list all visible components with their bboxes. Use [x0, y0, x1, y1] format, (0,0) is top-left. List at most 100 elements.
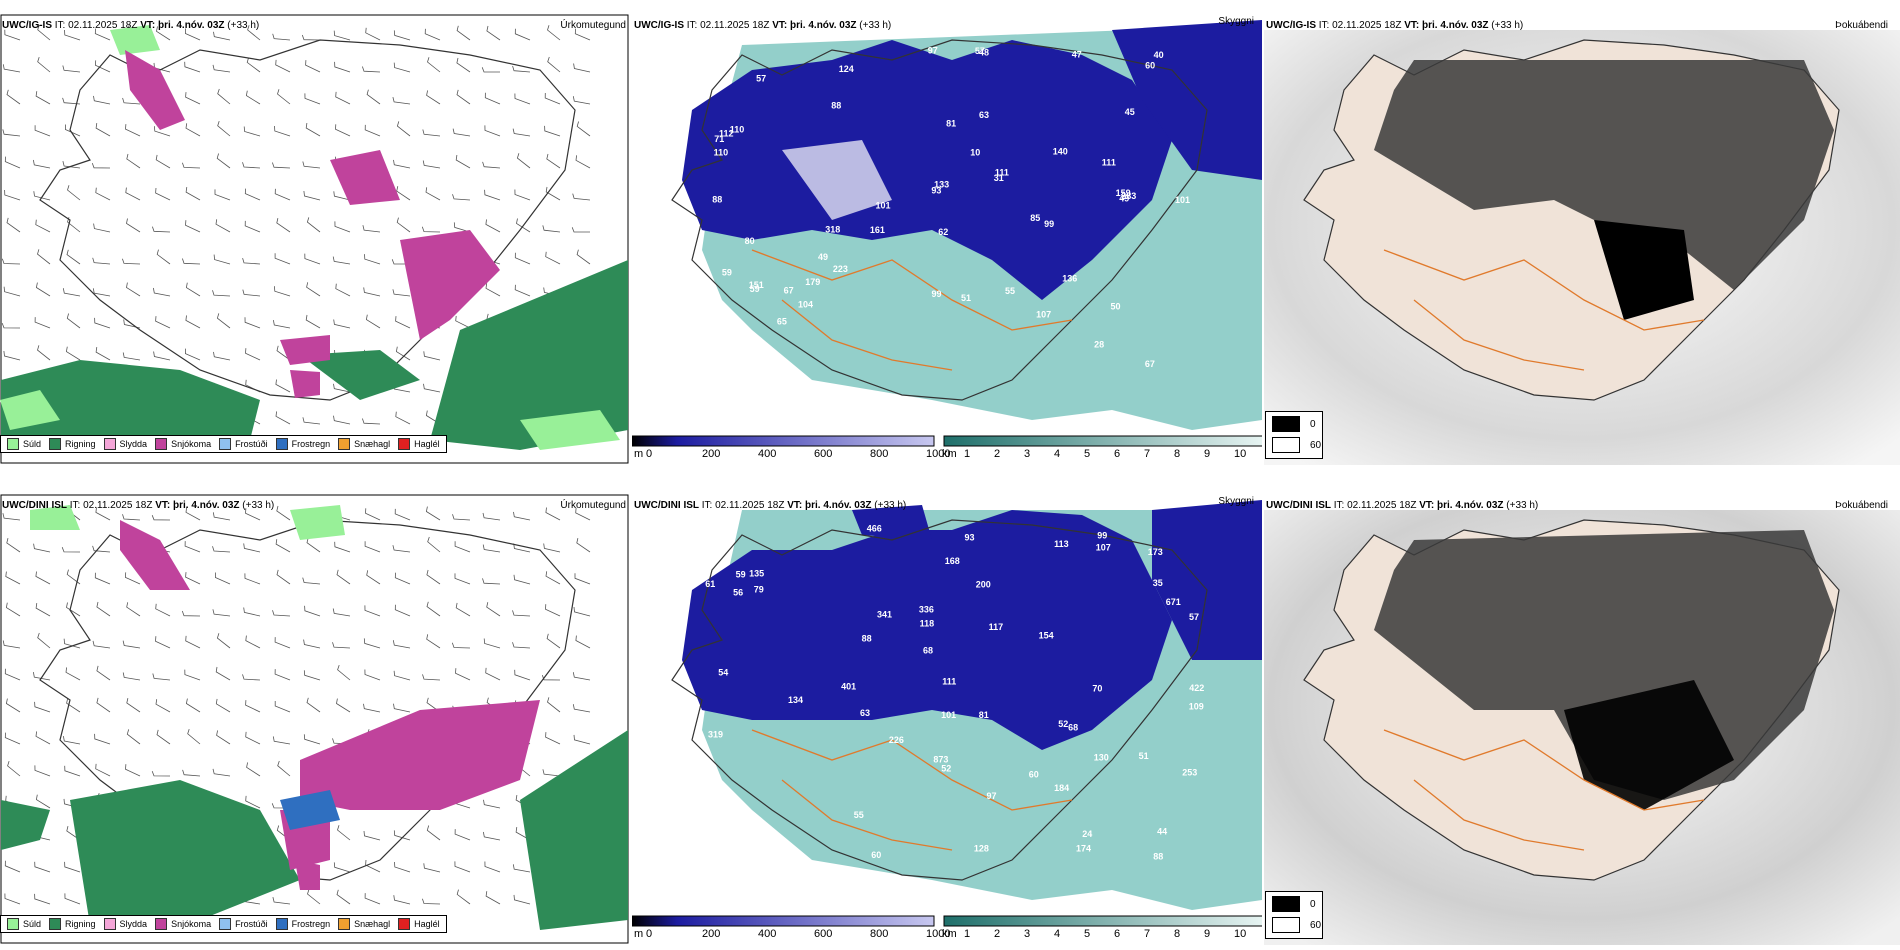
visibility-value: 60 — [871, 850, 881, 860]
wind-barb — [512, 864, 531, 873]
wind-barb — [574, 28, 591, 41]
wind-barb — [334, 221, 351, 233]
wind-barb — [66, 826, 81, 841]
visibility-value: 133 — [934, 180, 949, 190]
wind-barb — [424, 28, 441, 41]
visibility-value: 55 — [1005, 286, 1015, 296]
wind-barb — [212, 546, 231, 553]
visibility-value: 57 — [1189, 612, 1199, 622]
wind-barb — [426, 634, 441, 649]
legend-swatch — [49, 438, 62, 450]
wind-barb — [364, 893, 381, 905]
wind-barb — [274, 669, 291, 681]
visibility-value: 84 — [731, 354, 741, 364]
wind-barb — [185, 635, 201, 649]
wind-barb — [276, 345, 291, 361]
visibility-value: 401 — [841, 682, 856, 692]
product-label: Úrkomutegund — [560, 20, 626, 31]
wind-barb — [92, 257, 111, 265]
visibility-value: 98 — [726, 336, 736, 346]
wind-barb — [37, 56, 51, 73]
colorbar-tick: 800 — [870, 448, 889, 460]
wind-barb — [274, 125, 291, 137]
wind-barb — [333, 191, 351, 201]
wind-barb — [483, 638, 501, 649]
map-precip-row0 — [0, 14, 629, 464]
wind-barb — [37, 632, 51, 649]
wind-barb — [184, 541, 201, 553]
visibility-value: 99 — [1044, 219, 1054, 229]
wind-barb — [337, 825, 351, 841]
visibility-value: 35 — [1153, 578, 1163, 588]
visibility-value: 88 — [862, 634, 872, 644]
wind-barb — [212, 290, 231, 297]
wind-barb — [95, 507, 111, 521]
legend-label: Súld — [23, 439, 42, 449]
wind-barb — [336, 698, 351, 713]
legend-swatch — [103, 438, 116, 450]
visibility-value: 341 — [877, 610, 892, 620]
wind-barb — [575, 507, 591, 521]
panel-title: UWC/IG-IS IT: 02.11.2025 18Z VT: þri. 4.… — [1266, 20, 1524, 31]
wind-barb — [426, 601, 441, 617]
wind-barb — [35, 91, 51, 105]
colorbar-tick: 9 — [1204, 448, 1211, 460]
wind-barb — [575, 635, 591, 649]
wind-barb — [214, 572, 231, 585]
wind-barb — [96, 601, 111, 617]
wind-barb — [545, 604, 561, 617]
visibility-value: 109 — [1189, 701, 1204, 711]
visibility-value: 101 — [941, 710, 956, 720]
visibility-value: 50 — [1111, 301, 1121, 311]
wind-barb — [304, 253, 321, 265]
wind-barb — [212, 512, 231, 521]
wind-barb — [303, 670, 321, 681]
colorbar-tick: 10 — [1234, 448, 1247, 460]
wind-barb — [366, 570, 381, 585]
wind-barb — [4, 29, 21, 41]
wind-barb — [212, 609, 231, 617]
legend-item: Súld — [7, 918, 41, 930]
wind-barb — [425, 506, 441, 521]
wind-barb — [66, 313, 81, 329]
wind-barb — [576, 538, 591, 553]
visibility-value: 107 — [1096, 543, 1111, 553]
wind-barb — [306, 217, 321, 233]
colorbar-tick: 0 — [646, 928, 653, 940]
visibility-value: 110 — [730, 125, 745, 135]
panel-visibility-row0: 283 151 161 84 60 57 81 97 116 112 136 49 40 63 85 99 10… — [632, 0, 1262, 465]
wind-barb — [302, 417, 321, 425]
wind-barb — [33, 543, 51, 553]
product-label: Skyggni — [1218, 16, 1254, 27]
wind-barb — [573, 734, 591, 745]
visibility-value: 422 — [1189, 683, 1204, 693]
visibility-value: 54 — [718, 668, 728, 678]
wind-barb — [213, 31, 231, 41]
visibility-value: 873 — [933, 754, 948, 764]
product-label: Skyggni — [1218, 496, 1254, 507]
wind-barb — [182, 162, 201, 169]
wind-barb — [364, 605, 381, 617]
wind-barb — [185, 507, 201, 521]
wind-barb — [33, 672, 51, 681]
visibility-value: 101 — [876, 201, 891, 211]
legend-label: Súld — [23, 919, 42, 929]
wind-barb — [455, 602, 471, 617]
wind-barb — [153, 287, 171, 297]
wind-barb — [272, 736, 291, 745]
wind-barb — [393, 895, 411, 905]
wind-barb — [243, 543, 261, 553]
visibility-value: 118 — [920, 618, 935, 628]
wind-barb — [185, 92, 201, 105]
wind-barb — [95, 123, 111, 137]
fog-legend-row0: 0 60 — [1265, 411, 1323, 459]
visibility-value: 136 — [1062, 274, 1077, 284]
colorbar-tick: 10 — [1234, 928, 1247, 940]
wind-barb — [303, 639, 321, 649]
visibility-value: 60 — [1029, 770, 1039, 780]
legend-label: Snjókoma — [171, 439, 212, 449]
colorbar-tick: 2 — [994, 448, 1001, 460]
wind-barb — [245, 635, 261, 649]
wind-barb — [547, 697, 561, 713]
wind-barb — [245, 795, 261, 809]
